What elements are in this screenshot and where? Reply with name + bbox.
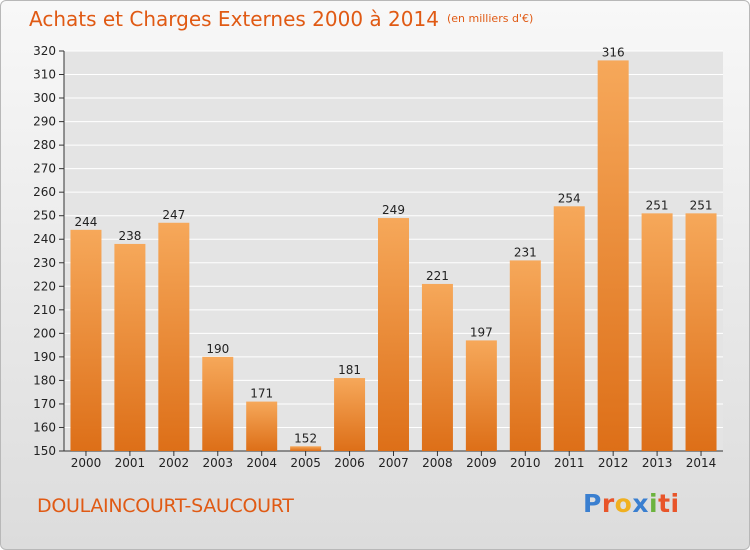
bar	[70, 229, 102, 451]
x-tick-label: 2008	[422, 456, 453, 470]
logo-letter: ti	[658, 489, 680, 518]
logo-letter: o	[614, 489, 633, 518]
commune-name: DOULAINCOURT-SAUCOURT	[37, 495, 294, 517]
y-tick-label: 240	[33, 232, 56, 246]
bar	[553, 206, 585, 451]
x-tick-label: 2004	[246, 456, 277, 470]
y-tick-label: 150	[33, 444, 56, 458]
y-tick-label: 300	[33, 91, 56, 105]
y-tick-label: 310	[33, 68, 56, 82]
x-tick-label: 2013	[642, 456, 673, 470]
x-tick-label: 2001	[115, 456, 146, 470]
y-tick-label: 220	[33, 279, 56, 293]
x-tick-label: 2007	[378, 456, 409, 470]
y-tick-label: 320	[33, 44, 56, 58]
bar-value-label: 254	[558, 191, 581, 205]
y-tick-label: 190	[33, 350, 56, 364]
bar-value-label: 221	[426, 269, 449, 283]
bar-value-label: 251	[646, 198, 669, 212]
bar-value-label: 181	[338, 363, 361, 377]
proxiti-logo: Proxiti	[583, 489, 680, 518]
y-tick-label: 160	[33, 420, 56, 434]
y-tick-label: 290	[33, 115, 56, 129]
bar-value-label: 316	[602, 45, 625, 59]
bar-value-label: 190	[206, 342, 229, 356]
bar	[509, 260, 541, 451]
bar	[202, 356, 234, 451]
x-tick-label: 2012	[598, 456, 629, 470]
bar	[465, 340, 497, 451]
x-tick-label: 2009	[466, 456, 497, 470]
bar	[378, 218, 409, 451]
bar-value-label: 251	[690, 198, 713, 212]
bar-value-label: 152	[294, 431, 317, 445]
bar-value-label: 249	[382, 203, 405, 217]
logo-letter: r	[601, 489, 615, 518]
x-tick-label: 2003	[202, 456, 233, 470]
y-tick-label: 280	[33, 138, 56, 152]
y-tick-label: 270	[33, 162, 56, 176]
y-tick-label: 230	[33, 256, 56, 270]
y-tick-label: 250	[33, 209, 56, 223]
logo-letter: i	[649, 489, 659, 518]
y-tick-label: 180	[33, 373, 56, 387]
y-tick-label: 210	[33, 303, 56, 317]
bar	[685, 213, 717, 451]
chart-title-text: Achats et Charges Externes 2000 à 2014	[29, 7, 439, 31]
bar-value-label: 247	[162, 208, 185, 222]
logo-letter: P	[583, 489, 602, 518]
logo-letter: x	[632, 489, 649, 518]
bar-value-label: 197	[470, 325, 493, 339]
bar	[597, 60, 629, 451]
x-tick-label: 2002	[159, 456, 190, 470]
x-tick-label: 2011	[554, 456, 585, 470]
bar	[641, 213, 673, 451]
x-tick-label: 2010	[510, 456, 541, 470]
chart-title: Achats et Charges Externes 2000 à 2014 (e…	[29, 7, 533, 31]
y-tick-label: 170	[33, 397, 56, 411]
bar	[114, 243, 146, 451]
bar	[246, 401, 278, 451]
bar	[158, 222, 190, 451]
bar	[421, 283, 453, 451]
x-tick-label: 2006	[334, 456, 365, 470]
x-tick-label: 2005	[290, 456, 321, 470]
bar-value-label: 231	[514, 245, 537, 259]
y-tick-label: 200	[33, 326, 56, 340]
bar-value-label: 244	[75, 215, 98, 229]
x-tick-label: 2014	[686, 456, 717, 470]
x-tick-label: 2000	[71, 456, 102, 470]
bar	[290, 446, 322, 451]
chart-unit: (en milliers d'€)	[446, 12, 534, 25]
bar	[334, 378, 366, 451]
bar-value-label: 238	[118, 229, 141, 243]
y-tick-label: 260	[33, 185, 56, 199]
bar-value-label: 171	[250, 387, 273, 401]
